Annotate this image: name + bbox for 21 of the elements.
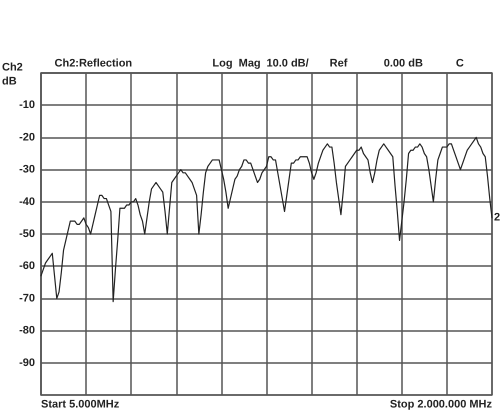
y-tick-label: -70 bbox=[19, 292, 35, 304]
y-tick-label: -60 bbox=[19, 260, 35, 272]
text: Ref bbox=[330, 58, 348, 70]
y-tick-label: -90 bbox=[19, 356, 35, 369]
text: 0.00 dB bbox=[384, 58, 423, 70]
y-tick-label: -50 bbox=[19, 228, 35, 240]
text: Start 5.000MHz bbox=[41, 398, 120, 410]
text: Ch2:Reflection bbox=[54, 58, 132, 70]
y-axis-title: dB bbox=[2, 76, 17, 88]
y-tick-label: -80 bbox=[19, 324, 35, 337]
line-series bbox=[40, 136, 493, 302]
text: Stop 2.000.000 MHz bbox=[390, 398, 492, 410]
text: Ch2 bbox=[2, 62, 23, 74]
text: 10.0 dB/ bbox=[266, 58, 309, 70]
y-tick-label: -40 bbox=[19, 196, 35, 208]
y-tick-label: -30 bbox=[19, 164, 35, 176]
y-tick-label: -20 bbox=[19, 131, 35, 144]
text: Log Mag bbox=[212, 58, 261, 70]
text: 2 bbox=[494, 211, 500, 224]
y-tick-label: -10 bbox=[19, 99, 35, 112]
text: C bbox=[456, 58, 464, 70]
